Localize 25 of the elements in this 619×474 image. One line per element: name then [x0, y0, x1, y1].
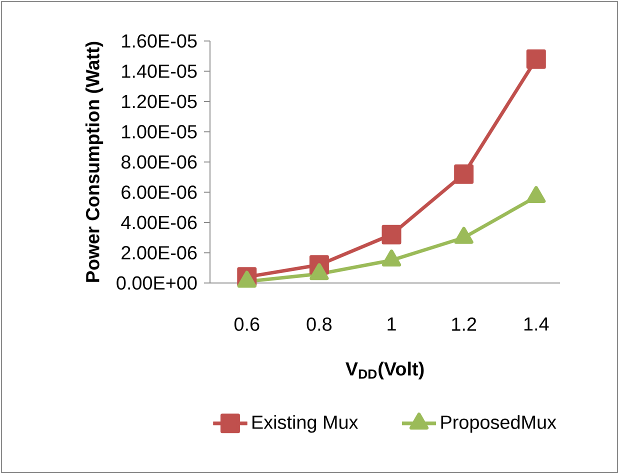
y-tick-label: 1.00E-05 — [122, 125, 197, 138]
y-tick-label: 4.00E-06 — [121, 216, 197, 230]
x-tick-label: 0.6 — [234, 317, 260, 331]
y-tick-label: 8.00E-06 — [122, 155, 197, 169]
legend-label: Existing Mux — [252, 415, 358, 433]
y-tick-label: 1.60E-05 — [122, 34, 197, 48]
point — [454, 164, 474, 184]
point — [310, 263, 329, 280]
y-axis-title: Power Consumption (Watt) — [85, 42, 104, 282]
point — [237, 270, 256, 288]
y-tick-label: 1.20E-05 — [122, 94, 197, 108]
point — [454, 226, 474, 244]
legend-label: ProposedMux — [441, 415, 556, 433]
x-tick-label: 1 — [388, 318, 396, 331]
x-tick-label: 0.8 — [306, 317, 332, 331]
x-tick-label: 1.4 — [524, 318, 549, 331]
y-tick-label: 6.00E-06 — [122, 186, 197, 199]
y-tick-label: 1.40E-05 — [122, 64, 197, 78]
y-tick-label: 0.00E+00 — [116, 276, 197, 290]
x-tick-label: 1.2 — [452, 317, 476, 331]
point — [526, 49, 546, 69]
point — [526, 186, 546, 204]
y-tick-label: 2.00E-06 — [122, 246, 197, 260]
x-axis-title: V$_{DD}$(Volt) — [346, 362, 424, 380]
point — [382, 250, 402, 267]
